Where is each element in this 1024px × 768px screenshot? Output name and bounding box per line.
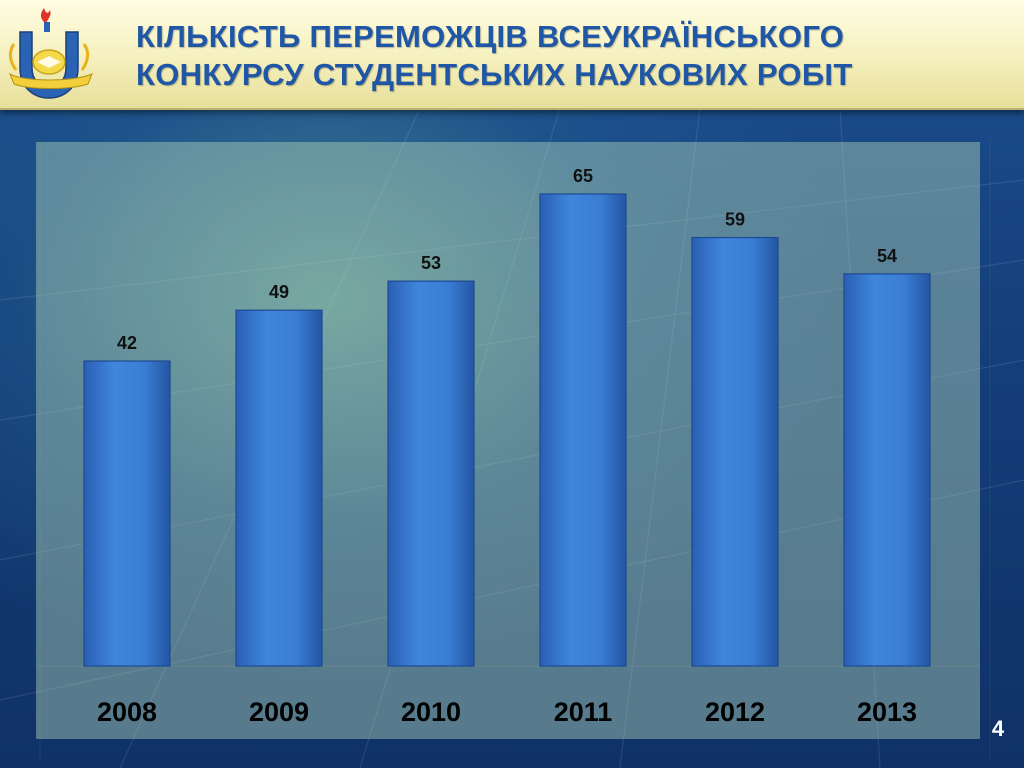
value-label-2013: 54 (877, 246, 897, 266)
x-tick-label-2009: 2009 (249, 697, 309, 727)
x-tick-label-2008: 2008 (97, 697, 157, 727)
bar-2013 (843, 273, 931, 667)
page-number: 4 (991, 716, 1005, 741)
bar-2008 (83, 360, 171, 667)
university-emblem-icon (8, 8, 93, 99)
x-tick-label-2012: 2012 (705, 697, 765, 727)
plot-area (36, 142, 980, 739)
bar-2009 (235, 309, 323, 667)
value-label-2011: 65 (573, 166, 593, 186)
bar-2011 (539, 193, 627, 667)
slide-header: КІЛЬКІСТЬ ПЕРЕМОЖЦІВ ВСЕУКРАЇНСЬКОГО КОН… (0, 0, 1024, 110)
value-label-2010: 53 (421, 253, 441, 273)
value-label-2009: 49 (269, 282, 289, 302)
slide-title-line-2: КОНКУРСУ СТУДЕНТСЬКИХ НАУКОВИХ РОБІТ (136, 57, 853, 92)
x-tick-labels-group: 2008 2009 2010 2011 2012 2013 (97, 697, 917, 727)
bar-2010 (387, 280, 475, 667)
slide-title: КІЛЬКІСТЬ ПЕРЕМОЖЦІВ ВСЕУКРАЇНСЬКОГО КОН… (136, 18, 996, 94)
bar-chart: 42 49 53 65 59 54 2008 2009 2010 2011 2012 2013 (36, 166, 980, 727)
value-label-2008: 42 (117, 333, 137, 353)
value-label-2012: 59 (725, 210, 745, 230)
x-tick-label-2011: 2011 (554, 697, 613, 727)
x-tick-label-2010: 2010 (401, 697, 461, 727)
slide-title-line-1: КІЛЬКІСТЬ ПЕРЕМОЖЦІВ ВСЕУКРАЇНСЬКОГО (136, 19, 845, 54)
value-labels-group: 42 49 53 65 59 54 (117, 166, 897, 353)
bars-group (83, 193, 931, 667)
x-tick-label-2013: 2013 (857, 697, 917, 727)
bar-2012 (691, 236, 779, 667)
